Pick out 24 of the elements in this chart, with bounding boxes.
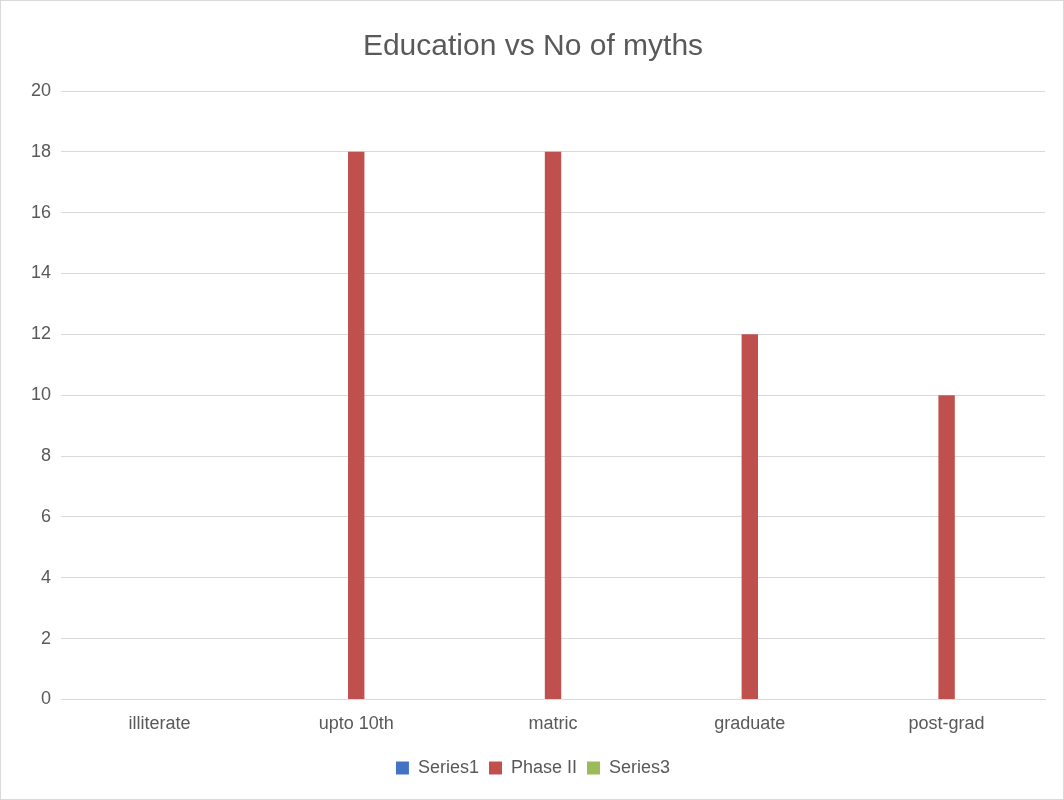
legend-label: Phase II <box>510 756 578 777</box>
x-tick-label: upto 10th <box>318 713 394 734</box>
y-tick-label: 14 <box>30 262 52 283</box>
legend-label: Series1 <box>417 756 479 777</box>
y-tick-label: 20 <box>30 79 52 100</box>
y-tick-label: 18 <box>30 140 52 161</box>
y-tick-label: 10 <box>30 384 52 405</box>
y-tick-label: 2 <box>41 627 52 648</box>
legend-label: Series3 <box>609 756 671 777</box>
bar <box>938 395 955 699</box>
x-tick-label: post-grad <box>908 713 985 734</box>
y-tick-label: 6 <box>41 505 52 526</box>
y-tick-label: 4 <box>41 566 52 587</box>
chart-title: Education vs No of myths <box>362 28 704 62</box>
x-tick-label: graduate <box>714 713 786 734</box>
bar <box>348 151 365 699</box>
x-tick-label: matric <box>528 713 578 734</box>
bar <box>544 151 562 699</box>
y-tick-label: 12 <box>30 323 52 344</box>
x-tick-label: illiterate <box>128 713 191 734</box>
y-tick-label: 8 <box>41 445 52 466</box>
y-tick-label: 16 <box>30 201 52 222</box>
y-tick-label: 0 <box>41 688 52 709</box>
bar <box>741 334 759 699</box>
